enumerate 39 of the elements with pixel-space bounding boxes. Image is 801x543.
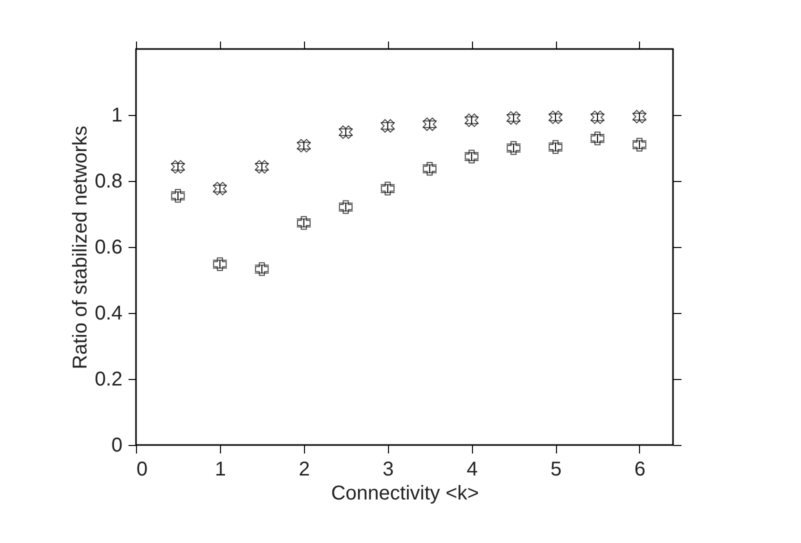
point bbox=[255, 160, 269, 174]
point bbox=[213, 257, 227, 271]
point bbox=[464, 114, 478, 128]
point bbox=[464, 150, 478, 164]
point bbox=[171, 189, 185, 203]
x-tick-label: 0 bbox=[136, 458, 148, 480]
x-tick-label: 3 bbox=[382, 458, 394, 480]
x-tick-label: 2 bbox=[298, 458, 310, 480]
point bbox=[171, 160, 185, 174]
y-tick-label: 1 bbox=[111, 104, 122, 126]
y-axis-title: Ratio of stabilized networks bbox=[70, 126, 92, 370]
point bbox=[548, 140, 562, 154]
point bbox=[339, 125, 353, 139]
x-tick-label: 4 bbox=[466, 458, 478, 480]
point bbox=[380, 182, 395, 196]
x-tick-label: 1 bbox=[214, 458, 226, 480]
point bbox=[506, 141, 520, 155]
y-tick-label: 0.8 bbox=[94, 170, 122, 192]
y-tick-label: 0 bbox=[111, 434, 122, 456]
y-tick-label: 0.6 bbox=[94, 236, 122, 258]
y-tick-label: 0.4 bbox=[94, 302, 122, 324]
point bbox=[632, 110, 646, 124]
point bbox=[632, 138, 646, 152]
x-axis-title: Connectivity <k> bbox=[331, 482, 479, 504]
x-tick-label: 5 bbox=[550, 458, 562, 480]
y-tick-label: 0.2 bbox=[94, 368, 122, 390]
x-tick-label: 6 bbox=[634, 458, 646, 480]
point bbox=[338, 200, 353, 214]
point bbox=[422, 162, 436, 176]
point bbox=[296, 216, 311, 230]
point bbox=[255, 262, 269, 276]
point bbox=[297, 138, 311, 152]
point bbox=[590, 132, 604, 146]
point bbox=[548, 110, 562, 124]
point bbox=[213, 182, 227, 196]
point bbox=[422, 117, 436, 131]
point bbox=[380, 119, 394, 133]
point bbox=[506, 111, 520, 125]
point bbox=[590, 110, 604, 124]
